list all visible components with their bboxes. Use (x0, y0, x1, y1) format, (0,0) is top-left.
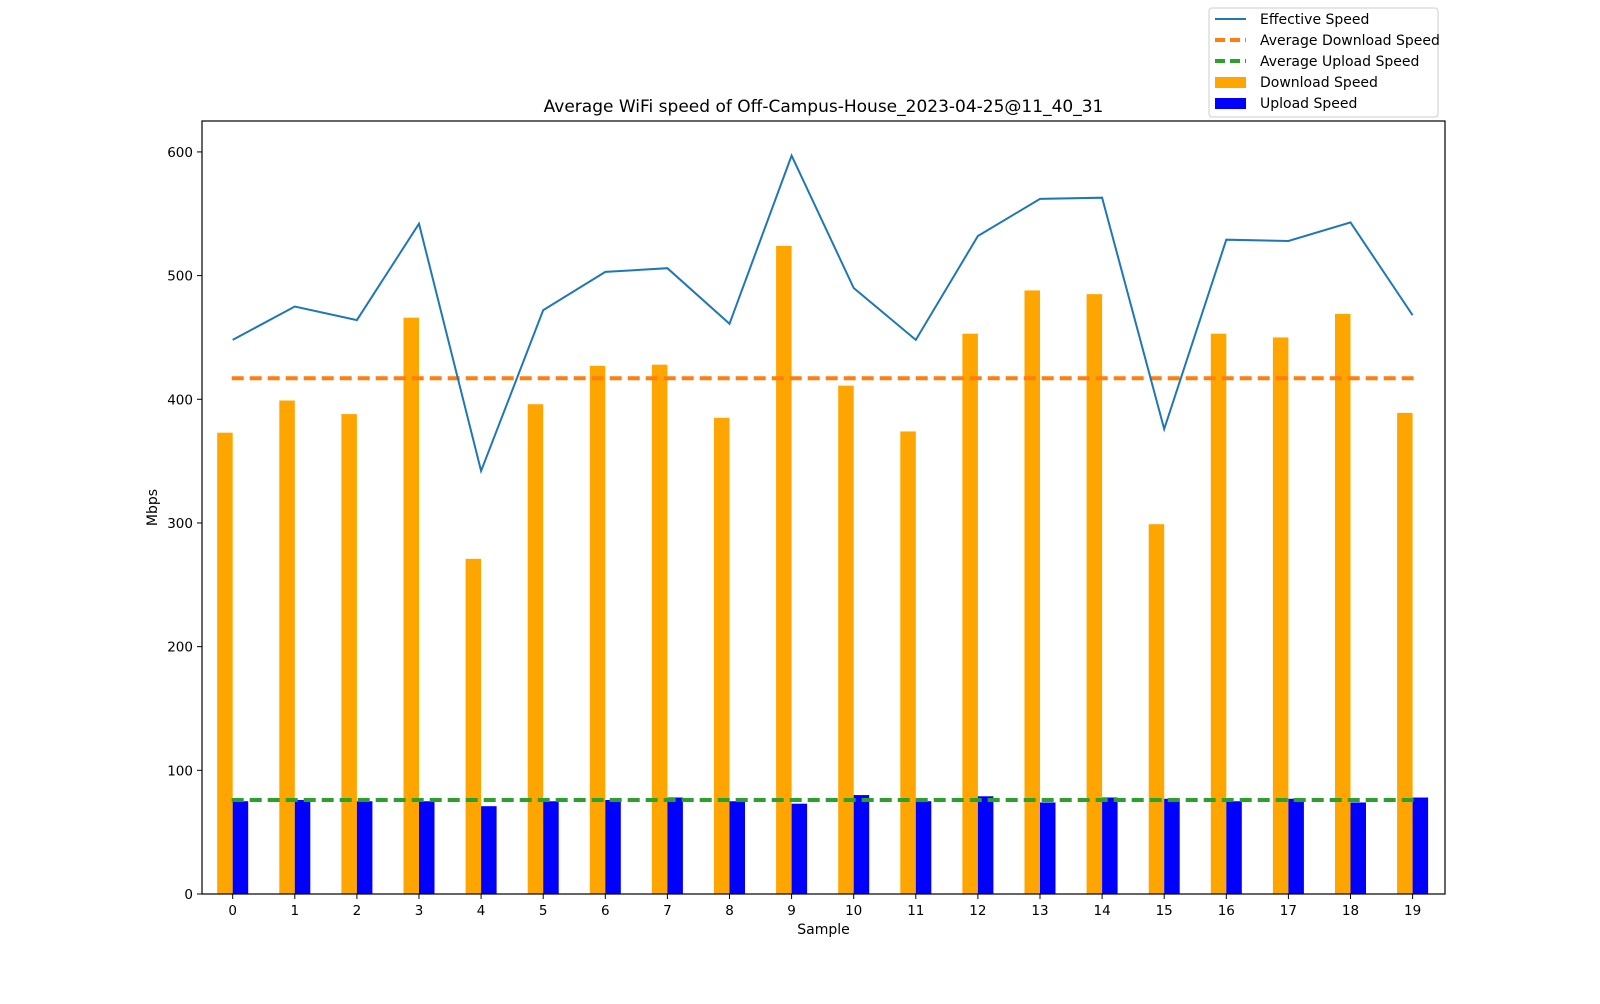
upload-bar-8 (729, 801, 745, 894)
download-bar-2 (341, 414, 357, 894)
effective-speed-line (232, 153, 1414, 475)
upload-bar-12 (977, 796, 994, 894)
x-tick-label-15: 15 (1156, 903, 1173, 919)
download-bar-15 (1148, 524, 1165, 894)
x-tick-label-13: 13 (1031, 903, 1048, 919)
download-bar-6 (589, 365, 606, 894)
plot-frame (201, 120, 1446, 895)
download-bar-16 (1210, 333, 1227, 894)
y-tick-label-200: 200 (167, 640, 193, 656)
x-tick-label-11: 11 (907, 903, 924, 919)
x-tick-label-12: 12 (969, 903, 986, 919)
y-tick-label-100: 100 (167, 763, 193, 779)
chart-title: Average WiFi speed of Off-Campus-House_2… (544, 97, 1104, 117)
x-tick-label-17: 17 (1280, 903, 1297, 919)
download-bar-19 (1397, 412, 1413, 894)
x-tick-label-19: 19 (1404, 903, 1421, 919)
x-tick-label-18: 18 (1342, 903, 1359, 919)
download-bar-1 (279, 400, 295, 894)
download-bar-17 (1272, 337, 1289, 894)
y-axis-label: Mbps (145, 489, 161, 526)
legend-label-download-speed: Download Speed (1260, 75, 1378, 91)
upload-bar-15 (1164, 798, 1180, 894)
legend-box (1208, 7, 1439, 118)
legend-label-effective-speed: Effective Speed (1260, 12, 1369, 28)
legend: Effective Speed Average Download Speed Ave… (1208, 7, 1440, 118)
lines-layer (231, 153, 1414, 803)
upload-bar-5 (543, 801, 559, 894)
upload-bar-13 (1040, 802, 1056, 894)
x-tick-label-16: 16 (1218, 903, 1235, 919)
bars-layer (217, 245, 1429, 895)
download-bar-8 (714, 417, 730, 894)
download-bar-5 (527, 404, 544, 894)
download-bar-4 (465, 558, 482, 894)
y-tick-label-300: 300 (167, 516, 193, 532)
y-tick-label-0: 0 (184, 887, 193, 903)
x-tick-label-2: 2 (353, 903, 362, 919)
y-tick-label-500: 500 (167, 269, 193, 285)
upload-bar-16 (1226, 801, 1242, 894)
x-tick-label-3: 3 (415, 903, 424, 919)
y-tick-label-600: 600 (167, 145, 193, 161)
download-bar-10 (838, 385, 854, 894)
download-bar-14 (1086, 294, 1103, 895)
x-tick-label-0: 0 (228, 903, 237, 919)
upload-bar-3 (419, 801, 435, 894)
legend-swatch-download-speed (1215, 77, 1246, 88)
x-tick-label-10: 10 (845, 903, 862, 919)
upload-bar-4 (481, 806, 497, 894)
upload-bar-1 (294, 800, 311, 894)
x-tick-label-4: 4 (477, 903, 486, 919)
y-tick-label-400: 400 (167, 392, 193, 408)
upload-bar-14 (1102, 797, 1118, 894)
x-tick-label-1: 1 (291, 903, 300, 919)
download-bar-3 (403, 317, 419, 894)
upload-bar-17 (1288, 798, 1304, 894)
download-bar-7 (651, 364, 668, 894)
upload-bar-19 (1412, 797, 1429, 894)
x-axis-label: Sample (797, 922, 850, 938)
download-bar-9 (776, 245, 792, 894)
download-bar-12 (962, 333, 978, 894)
x-tick-label-9: 9 (787, 903, 796, 919)
upload-bar-0 (232, 801, 249, 894)
legend-label-upload-speed: Upload Speed (1260, 96, 1357, 112)
legend-swatch-upload-speed (1215, 98, 1246, 109)
upload-bar-2 (356, 801, 373, 894)
upload-bar-10 (853, 795, 870, 894)
upload-bar-11 (915, 801, 932, 894)
download-bar-18 (1335, 313, 1351, 894)
x-tick-label-14: 14 (1094, 903, 1111, 919)
legend-label-average-upload-speed: Average Upload Speed (1260, 54, 1419, 70)
upload-bar-7 (667, 797, 683, 894)
x-tick-label-5: 5 (539, 903, 548, 919)
download-bar-0 (217, 432, 233, 894)
download-bar-11 (900, 431, 916, 894)
x-tick-label-8: 8 (725, 903, 734, 919)
x-tick-label-7: 7 (663, 903, 672, 919)
upload-bar-18 (1350, 802, 1366, 894)
upload-bar-6 (605, 800, 621, 894)
upload-bar-9 (791, 803, 808, 894)
x-tick-label-6: 6 (601, 903, 610, 919)
legend-label-average-download-speed: Average Download Speed (1260, 33, 1440, 49)
download-bar-13 (1024, 290, 1040, 894)
